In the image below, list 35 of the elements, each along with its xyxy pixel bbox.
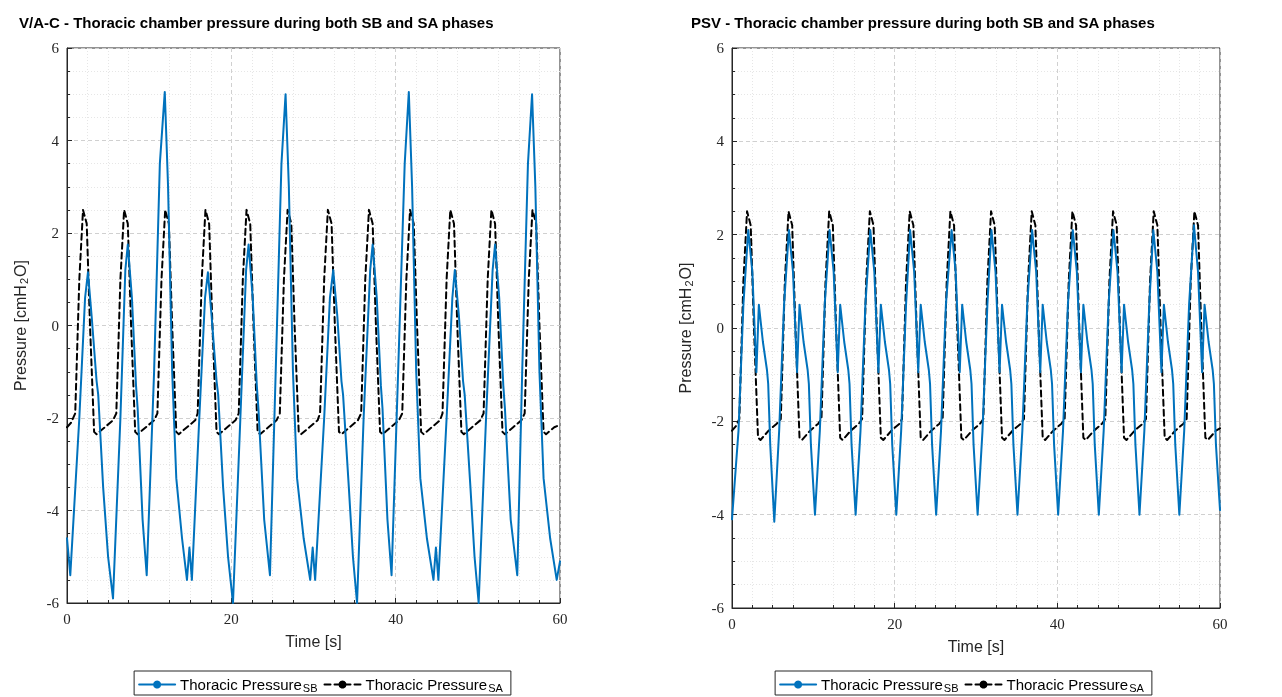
y-tick-label: 2 [716, 226, 724, 243]
y-tick-label: 4 [51, 132, 60, 149]
y-tick-label: 6 [716, 40, 725, 56]
y-tick-label: -2 [46, 410, 59, 426]
y-tick-label: 4 [716, 133, 725, 150]
y-axis-title: Pressure [cmH2O] [12, 260, 30, 391]
legend-label: Thoracic PressureSB [821, 676, 959, 694]
y-axis-title: Pressure [cmH2O] [677, 262, 695, 394]
x-tick-label: 60 [552, 610, 568, 627]
x-axis-title: Time [s] [285, 632, 342, 650]
line-series [731, 224, 1221, 523]
x-tick-label: 40 [1049, 615, 1065, 632]
chart-title: V/A-C - Thoracic chamber pressure during both SB and SA phases [19, 14, 494, 31]
legend-label: Thoracic PressureSB [180, 676, 318, 694]
y-tick-label: -4 [711, 506, 725, 523]
y-tick-label: 6 [51, 40, 60, 56]
y-tick-label: 2 [51, 225, 59, 241]
y-tick-label: 0 [716, 320, 724, 336]
x-tick-label: 0 [728, 615, 736, 632]
x-tick-label: 60 [1212, 615, 1228, 632]
chart-title: PSV - Thoracic chamber pressure during both SB and SA phases [691, 14, 1155, 31]
x-tick-label: 0 [63, 610, 71, 627]
x-tick-label: 40 [388, 610, 404, 627]
y-tick-label: -4 [46, 502, 60, 519]
y-tick-label: 0 [51, 317, 59, 334]
y-tick-label: -6 [46, 595, 60, 611]
x-tick-label: 20 [223, 610, 239, 627]
legend-label: Thoracic PressureSA [1006, 676, 1145, 694]
y-tick-label: -6 [711, 600, 725, 616]
x-tick-label: 20 [887, 615, 903, 632]
x-axis-title: Time [s] [947, 637, 1005, 655]
legend-label: Thoracic PressureSA [365, 676, 504, 694]
line-series [731, 210, 1221, 441]
y-tick-label: -2 [711, 413, 724, 430]
line-series [66, 208, 561, 436]
